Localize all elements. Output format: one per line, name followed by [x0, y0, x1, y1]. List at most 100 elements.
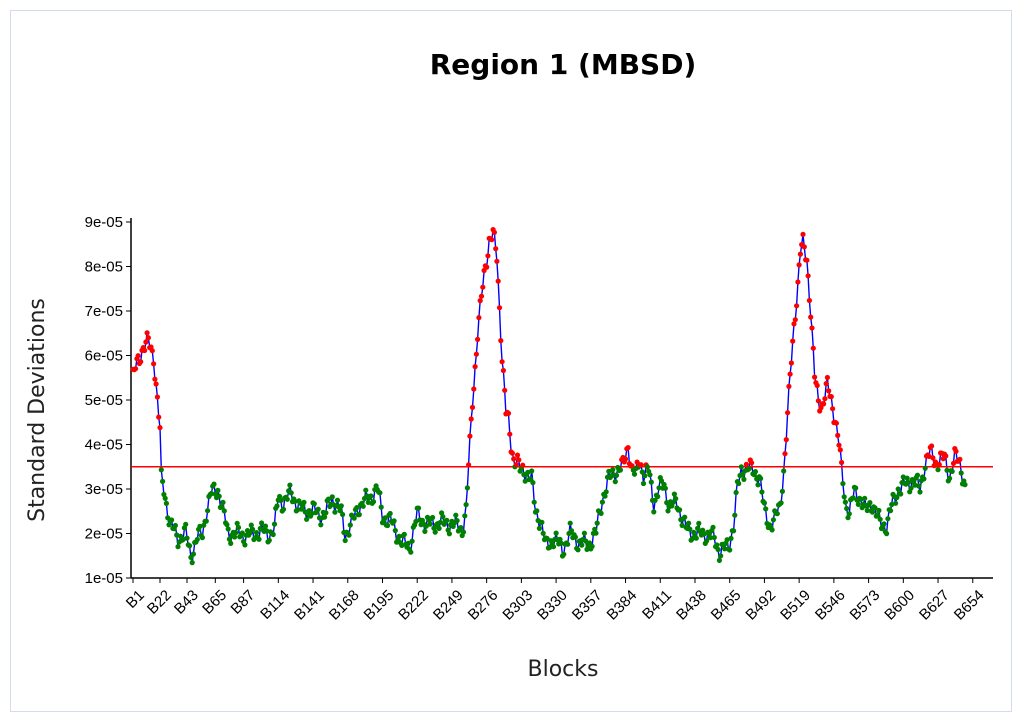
point-above-threshold [782, 451, 788, 457]
point-below-threshold [774, 511, 780, 517]
point-above-threshold [520, 462, 526, 468]
point-above-threshold [516, 457, 522, 463]
point-below-threshold [648, 479, 654, 485]
point-below-threshold [235, 524, 242, 531]
point-above-threshold [943, 453, 949, 459]
point-below-threshold [346, 532, 352, 538]
point-below-threshold [921, 476, 927, 482]
point-above-threshold [153, 381, 159, 387]
point-below-threshold [872, 505, 878, 511]
point-below-threshold [264, 528, 270, 534]
point-below-threshold [746, 466, 752, 472]
x-tick-label: B22 [144, 587, 175, 618]
point-above-threshold [796, 262, 802, 268]
point-below-threshold [652, 497, 658, 503]
point-below-threshold [898, 491, 904, 497]
y-tick-label: 6e-05 [85, 348, 123, 365]
point-below-threshold [464, 485, 470, 491]
point-below-threshold [759, 489, 765, 495]
point-above-threshold [828, 394, 834, 400]
point-below-threshold [201, 522, 207, 528]
y-tick-label: 5e-05 [85, 392, 123, 409]
point-below-threshold [658, 478, 665, 484]
point-below-threshold [382, 515, 388, 521]
point-below-threshold [665, 508, 671, 514]
point-below-threshold [234, 520, 240, 526]
point-below-threshold [550, 544, 557, 550]
point-below-threshold [270, 531, 276, 538]
point-below-threshold [525, 469, 531, 475]
chart-title: Region 1 (MBSD) [430, 48, 697, 81]
point-above-threshold [476, 315, 482, 321]
point-below-threshold [606, 468, 612, 474]
point-above-threshold [502, 387, 508, 393]
x-tick-label: B438 [673, 587, 710, 624]
point-below-threshold [194, 536, 200, 543]
point-below-threshold [365, 499, 371, 505]
point-below-threshold [553, 530, 559, 536]
point-below-threshold [869, 509, 876, 515]
point-above-threshold [814, 382, 820, 389]
x-tick-label: B1 [123, 587, 148, 612]
point-below-threshold [226, 536, 232, 542]
x-tick-label: B65 [199, 587, 230, 618]
point-below-threshold [405, 540, 411, 546]
point-below-threshold [259, 520, 265, 526]
point-below-threshold [670, 499, 676, 505]
point-below-threshold [183, 521, 189, 527]
x-tick-label: B600 [881, 587, 918, 624]
point-below-threshold [631, 471, 638, 477]
point-below-threshold [917, 489, 923, 495]
point-below-threshold [736, 480, 742, 487]
x-tick-label: B195 [361, 587, 398, 624]
point-below-threshold [640, 480, 647, 487]
point-below-threshold [338, 503, 344, 509]
point-below-threshold [761, 500, 768, 506]
point-above-threshold [787, 371, 793, 377]
point-below-threshold [846, 511, 852, 517]
point-above-threshold [157, 425, 163, 431]
y-tick-label: 8e-05 [85, 259, 123, 276]
point-above-threshold [821, 401, 827, 407]
y-axis-label: Standard Deviations [25, 298, 50, 522]
point-above-threshold [815, 398, 822, 404]
point-above-threshold [473, 351, 479, 357]
point-below-threshold [392, 527, 398, 534]
point-below-threshold [304, 516, 310, 522]
point-below-threshold [887, 508, 894, 514]
point-below-threshold [893, 500, 899, 506]
point-above-threshold [795, 279, 801, 285]
point-above-threshold [472, 364, 478, 370]
point-below-threshold [334, 497, 341, 503]
point-below-threshold [540, 530, 546, 536]
x-tick-label: B465 [708, 587, 745, 624]
point-above-threshold [499, 359, 505, 365]
point-below-threshold [904, 475, 910, 481]
point-below-threshold [642, 473, 648, 479]
point-below-threshold [914, 472, 921, 478]
point-below-threshold [332, 509, 338, 515]
point-below-threshold [686, 520, 692, 526]
point-below-threshold [422, 528, 428, 535]
point-below-threshold [295, 507, 301, 513]
point-below-threshold [160, 478, 166, 484]
point-below-threshold [208, 490, 214, 497]
point-below-threshold [592, 526, 598, 532]
point-above-threshold [833, 420, 840, 426]
point-below-threshold [337, 508, 343, 514]
point-below-threshold [845, 515, 851, 521]
point-below-threshold [603, 489, 609, 495]
point-below-threshold [900, 474, 906, 480]
point-below-threshold [233, 529, 239, 536]
point-below-threshold [769, 527, 775, 533]
point-below-threshold [905, 479, 912, 486]
point-above-threshold [152, 376, 158, 382]
point-below-threshold [203, 518, 209, 524]
x-tick-label: B357 [569, 587, 606, 624]
point-below-threshold [529, 468, 535, 474]
point-below-threshold [840, 481, 846, 487]
point-below-threshold [755, 482, 761, 488]
point-below-threshold [613, 472, 620, 478]
point-above-threshold [930, 455, 936, 461]
point-below-threshold [655, 493, 661, 500]
